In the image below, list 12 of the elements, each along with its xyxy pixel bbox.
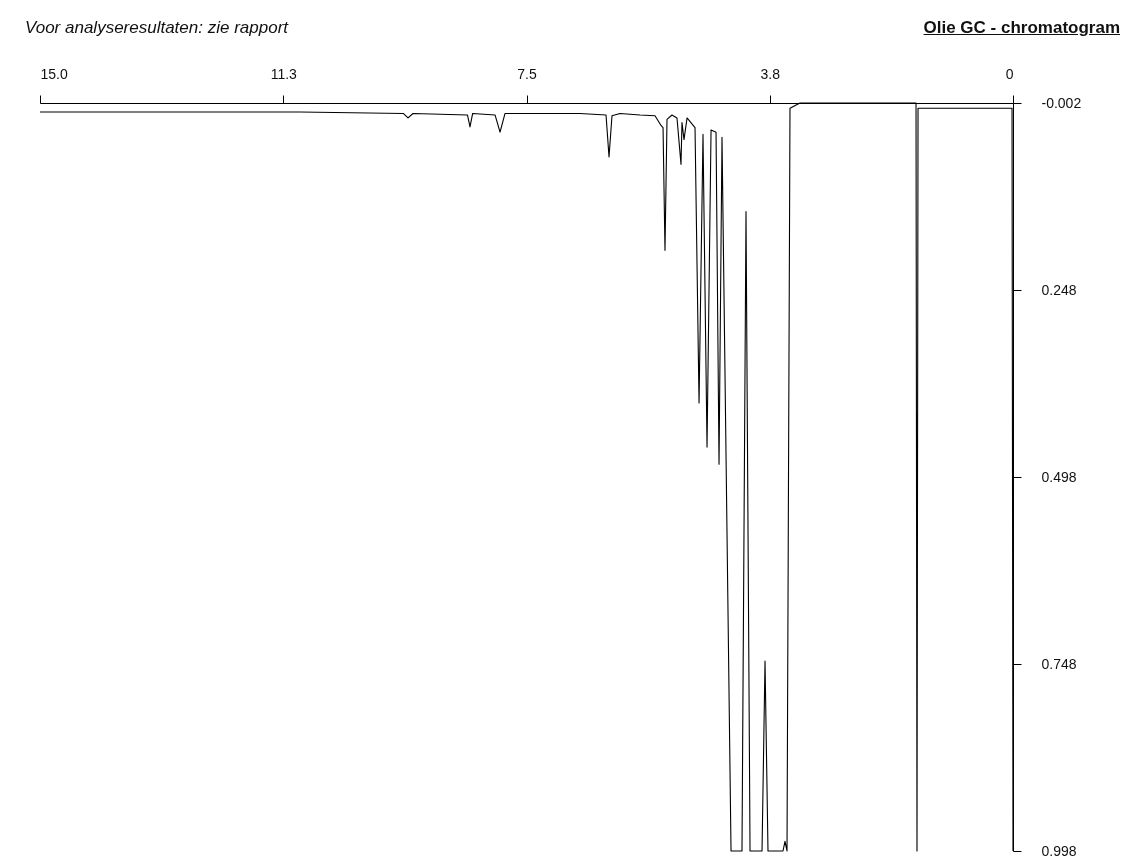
x-tick-label: 15.0 <box>40 65 68 82</box>
x-tick-label: 0 <box>1005 65 1014 82</box>
y-tick-label: 0.998 <box>1041 842 1077 859</box>
y-tick-label: 0.748 <box>1041 655 1077 672</box>
x-tick-label: 11.3 <box>270 65 298 82</box>
x-tick-label: 3.8 <box>760 65 781 82</box>
y-tick-label: -0.002 <box>1041 94 1082 111</box>
text: Voor analyseresultaten: zie rapport <box>25 18 289 38</box>
x-tick-label: 7.5 <box>517 65 537 82</box>
y-tick-label: 0.498 <box>1041 468 1077 485</box>
chart-title: Olie GC - chromatogram <box>923 18 1120 38</box>
y-tick-label: 0.248 <box>1041 281 1077 298</box>
